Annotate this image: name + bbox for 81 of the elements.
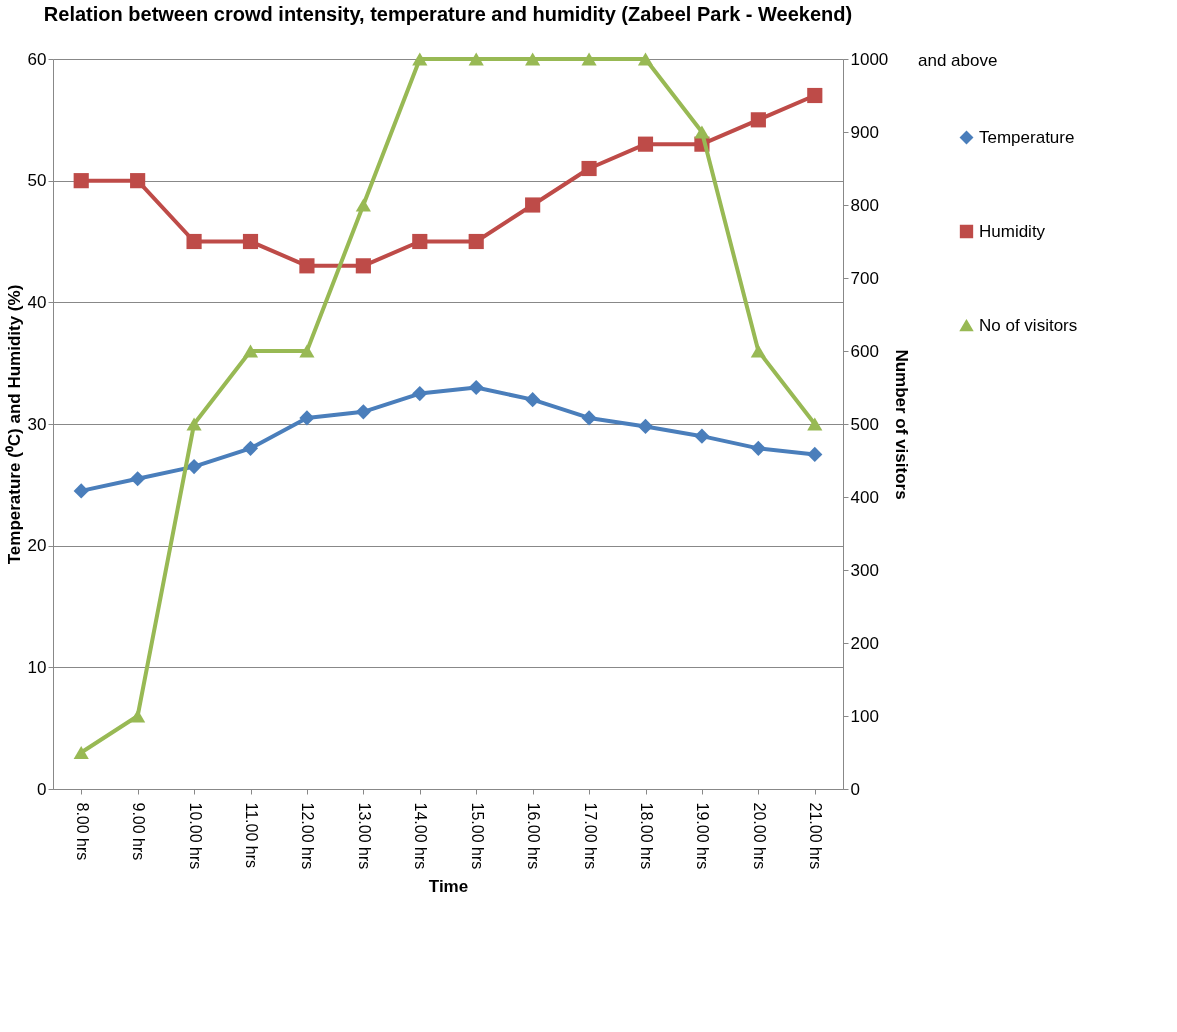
point xyxy=(299,344,315,358)
point xyxy=(299,258,315,274)
y-tick-label: 60 xyxy=(27,49,47,69)
y2-tick-label: 900 xyxy=(850,122,879,142)
y2-axis-title: Number of visitors xyxy=(892,349,912,500)
point xyxy=(807,87,823,104)
x-tick-label: 10.00 hrs xyxy=(186,802,204,870)
point xyxy=(525,197,541,213)
y-tick-label: 10 xyxy=(27,657,47,677)
chart-title: Relation between crowd intensity, temperature and humidity (Zabeel Park - Weekend) xyxy=(43,3,853,25)
point xyxy=(186,459,202,475)
x-tick-label: 20.00 hrs xyxy=(750,802,768,870)
point xyxy=(468,233,484,250)
point xyxy=(525,392,541,408)
y-tick-label: 40 xyxy=(27,292,47,312)
x-tick-label: 16.00 hrs xyxy=(525,802,543,870)
point xyxy=(750,440,766,456)
point xyxy=(355,198,371,212)
y-tick-label: 30 xyxy=(27,414,47,434)
point xyxy=(130,709,146,723)
point xyxy=(637,136,654,152)
point xyxy=(73,173,89,189)
x-tick-label: 14.00 hrs xyxy=(412,802,430,870)
x-tick-label: 17.00 hrs xyxy=(581,802,599,870)
point xyxy=(637,52,654,66)
point xyxy=(694,428,710,444)
point xyxy=(242,233,259,250)
point xyxy=(355,404,371,420)
y2-tick-label: 300 xyxy=(850,560,879,580)
y-axis-title: Temperature (⁰C) and Humidity (%) xyxy=(4,284,24,565)
point xyxy=(807,417,823,431)
point xyxy=(299,410,315,426)
y2-tick-label: 0 xyxy=(850,779,860,799)
point xyxy=(242,344,259,358)
y-tick-label: 20 xyxy=(27,536,47,556)
y2-tick-label: 800 xyxy=(850,195,879,215)
point xyxy=(355,258,371,274)
point xyxy=(750,112,766,128)
x-tick-label: 13.00 hrs xyxy=(355,802,373,870)
x-tick-label: 15.00 hrs xyxy=(468,802,486,870)
point xyxy=(186,417,202,431)
point xyxy=(73,745,89,760)
x-tick-label: 18.00 hrs xyxy=(638,802,655,870)
point xyxy=(525,52,541,66)
y2-tick-label: 500 xyxy=(850,414,879,434)
point xyxy=(750,344,766,358)
y2-tick-label: 100 xyxy=(850,706,879,726)
point xyxy=(581,410,597,426)
point xyxy=(637,418,654,435)
point xyxy=(412,233,428,250)
y2-tick-label: 600 xyxy=(850,341,879,361)
point xyxy=(186,233,202,250)
y2-tick-label: 700 xyxy=(850,268,879,288)
point xyxy=(468,379,484,396)
point xyxy=(468,52,484,66)
y-tick-label: 50 xyxy=(27,171,47,191)
x-tick-label: 8.00 hrs xyxy=(73,802,91,861)
point xyxy=(412,386,428,402)
x-tick-label: 9.00 hrs xyxy=(130,802,148,861)
point xyxy=(412,52,428,66)
point xyxy=(694,125,710,139)
legend-label: No of visitors xyxy=(979,315,1078,335)
legend-label: Temperature xyxy=(979,127,1075,147)
legend-label: Humidity xyxy=(979,221,1046,241)
point xyxy=(807,446,823,462)
point xyxy=(581,160,597,177)
x-tick-label: 21.00 hrs xyxy=(807,802,825,870)
point xyxy=(242,440,259,456)
text: and above xyxy=(918,51,998,70)
y-tick-label: 0 xyxy=(37,779,47,799)
y2-tick-label: 200 xyxy=(850,633,879,653)
y2-tick-label: 400 xyxy=(850,487,879,507)
point xyxy=(73,483,89,499)
point xyxy=(130,471,146,487)
point xyxy=(581,52,597,66)
y2-tick-label: 1000 xyxy=(850,49,889,69)
x-tick-label: 11.00 hrs xyxy=(243,802,260,869)
x-axis-title: Time xyxy=(428,877,469,897)
x-tick-label: 19.00 hrs xyxy=(694,802,712,870)
point xyxy=(130,173,146,189)
x-tick-label: 12.00 hrs xyxy=(299,802,317,870)
